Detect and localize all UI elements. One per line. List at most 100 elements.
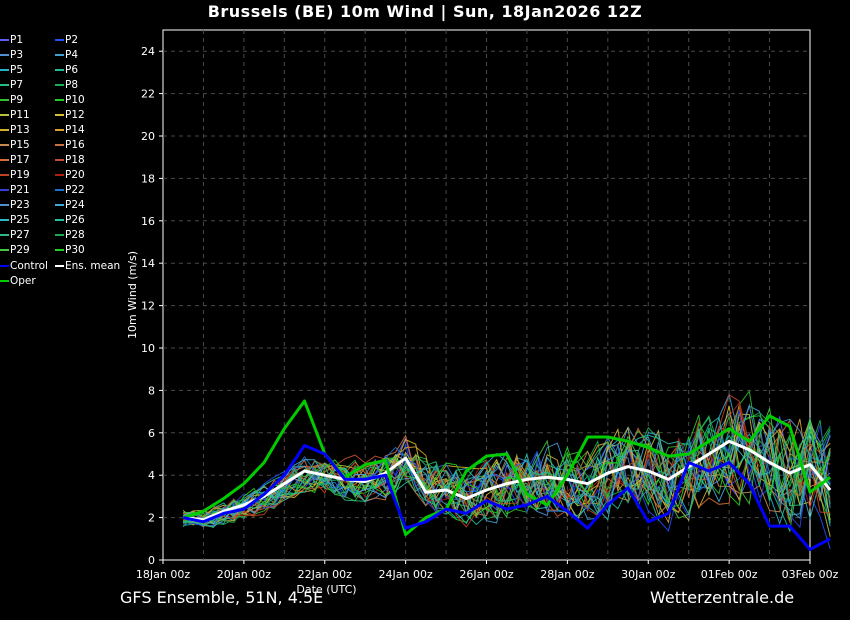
y-tick-label: 14 bbox=[141, 257, 155, 270]
legend-swatch bbox=[0, 159, 9, 161]
legend-label: P8 bbox=[65, 79, 79, 91]
member-line-p25 bbox=[183, 417, 831, 527]
legend-swatch bbox=[55, 234, 64, 236]
legend-label: P5 bbox=[10, 64, 24, 76]
x-tick-label: 01Feb 00z bbox=[701, 568, 758, 581]
operational-run-line bbox=[182, 399, 832, 537]
legend-swatch bbox=[55, 189, 64, 191]
legend-label: P9 bbox=[10, 94, 24, 106]
legend-label: P14 bbox=[65, 124, 85, 136]
legend-label: P24 bbox=[65, 199, 85, 211]
legend-label: P29 bbox=[10, 244, 30, 256]
legend-label: P22 bbox=[65, 184, 85, 196]
x-tick-label: 20Jan 00z bbox=[217, 568, 271, 581]
legend-swatch bbox=[55, 204, 64, 206]
legend-swatch bbox=[0, 54, 9, 56]
legend-label: P27 bbox=[10, 229, 30, 241]
y-tick-label: 24 bbox=[141, 45, 155, 58]
y-tick-label: 8 bbox=[148, 384, 155, 397]
legend-swatch bbox=[0, 84, 9, 86]
y-tick-label: 18 bbox=[141, 172, 155, 185]
legend-swatch bbox=[0, 129, 9, 131]
y-tick-label: 6 bbox=[148, 427, 155, 440]
legend-swatch bbox=[55, 265, 64, 267]
legend-label: P21 bbox=[10, 184, 30, 196]
legend-label: Ens. mean bbox=[65, 260, 121, 272]
legend-swatch bbox=[55, 159, 64, 161]
y-tick-label: 4 bbox=[148, 469, 155, 482]
legend-label: P20 bbox=[65, 169, 85, 181]
legend-swatch bbox=[55, 39, 64, 41]
legend-label: P7 bbox=[10, 79, 24, 91]
x-tick-label: 18Jan 00z bbox=[136, 568, 190, 581]
legend-swatch bbox=[55, 54, 64, 56]
legend-label: Control bbox=[10, 260, 48, 272]
legend-swatch bbox=[55, 99, 64, 101]
y-tick-label: 16 bbox=[141, 215, 155, 228]
member-line-p21 bbox=[183, 410, 831, 529]
legend-label: P30 bbox=[65, 244, 85, 256]
legend-swatch bbox=[55, 114, 64, 116]
legend-swatch bbox=[0, 99, 9, 101]
legend-label: P19 bbox=[10, 169, 30, 181]
legend-label: P17 bbox=[10, 154, 30, 166]
legend-label: P16 bbox=[65, 139, 85, 151]
legend-swatch bbox=[0, 265, 9, 267]
legend-label: P28 bbox=[65, 229, 85, 241]
legend-swatch bbox=[55, 144, 64, 146]
control-run-line bbox=[182, 444, 831, 551]
legend-swatch bbox=[0, 114, 9, 116]
legend-swatch bbox=[0, 280, 9, 282]
member-line-p18 bbox=[182, 433, 831, 528]
legend-label: P23 bbox=[10, 199, 30, 211]
member-line-p24 bbox=[183, 427, 831, 525]
model-info: GFS Ensemble, 51N, 4.5E bbox=[120, 588, 324, 607]
y-tick-label: 20 bbox=[141, 130, 155, 143]
chart-title: Brussels (BE) 10m Wind | Sun, 18Jan2026 … bbox=[207, 2, 643, 21]
legend-swatch bbox=[55, 174, 64, 176]
legend-label: P15 bbox=[10, 139, 30, 151]
legend-label: P2 bbox=[65, 34, 79, 46]
legend-swatch bbox=[0, 69, 9, 71]
legend-swatch bbox=[0, 189, 9, 191]
legend-swatch bbox=[0, 39, 9, 41]
legend-label: Oper bbox=[10, 275, 36, 287]
legend-swatch bbox=[55, 219, 64, 221]
legend-label: P6 bbox=[65, 64, 79, 76]
legend-label: P11 bbox=[10, 109, 30, 121]
y-tick-label: 0 bbox=[148, 554, 155, 567]
x-axis-label: Date (UTC) bbox=[296, 583, 356, 596]
legend-label: P10 bbox=[65, 94, 85, 106]
x-tick-label: 03Feb 00z bbox=[782, 568, 839, 581]
y-tick-label: 22 bbox=[141, 88, 155, 101]
x-tick-label: 22Jan 00z bbox=[298, 568, 352, 581]
legend-label: P4 bbox=[65, 49, 79, 61]
legend-label: P12 bbox=[65, 109, 85, 121]
x-tick-label: 28Jan 00z bbox=[540, 568, 594, 581]
member-line-p30 bbox=[183, 422, 831, 525]
x-tick-label: 26Jan 00z bbox=[459, 568, 513, 581]
legend-swatch bbox=[55, 84, 64, 86]
legend-label: P1 bbox=[10, 34, 24, 46]
x-tick-label: 30Jan 00z bbox=[621, 568, 675, 581]
ensemble-mean-line bbox=[183, 439, 832, 522]
legend-swatch bbox=[0, 204, 9, 206]
legend-label: P13 bbox=[10, 124, 30, 136]
source-credit: Wetterzentrale.de bbox=[650, 588, 795, 607]
highlighted-series-lines bbox=[182, 399, 832, 551]
y-axis-label: 10m Wind (m/s) bbox=[126, 251, 139, 339]
legend-label: P18 bbox=[65, 154, 85, 166]
legend-swatch bbox=[0, 144, 9, 146]
legend-swatch bbox=[0, 174, 9, 176]
y-tick-label: 2 bbox=[148, 512, 155, 525]
x-tick-label: 24Jan 00z bbox=[379, 568, 433, 581]
legend-swatch bbox=[0, 219, 9, 221]
legend-swatch bbox=[55, 249, 64, 251]
legend-swatch bbox=[0, 234, 9, 236]
y-tick-label: 10 bbox=[141, 342, 155, 355]
legend-label: P3 bbox=[10, 49, 24, 61]
y-tick-label: 12 bbox=[141, 300, 155, 313]
legend-label: P25 bbox=[10, 214, 30, 226]
